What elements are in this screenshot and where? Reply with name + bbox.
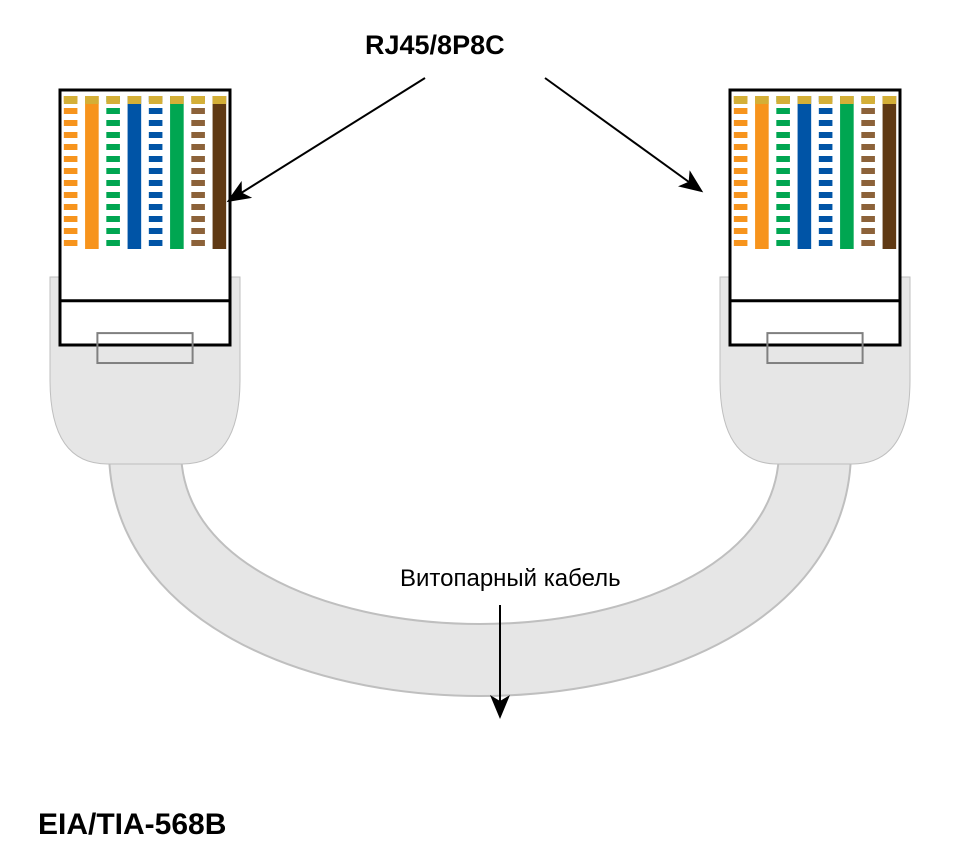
pointer-arrow: [545, 78, 700, 190]
standard-label: EIA/TIA-568B: [38, 808, 226, 842]
cable-label: Витопарный кабель: [400, 565, 621, 593]
rj45-connector: [720, 90, 910, 464]
pointer-arrow: [230, 78, 425, 200]
diagram-canvas: [0, 0, 960, 866]
connector-type-label: RJ45/8P8C: [365, 30, 505, 61]
rj45-connector: [50, 90, 240, 464]
